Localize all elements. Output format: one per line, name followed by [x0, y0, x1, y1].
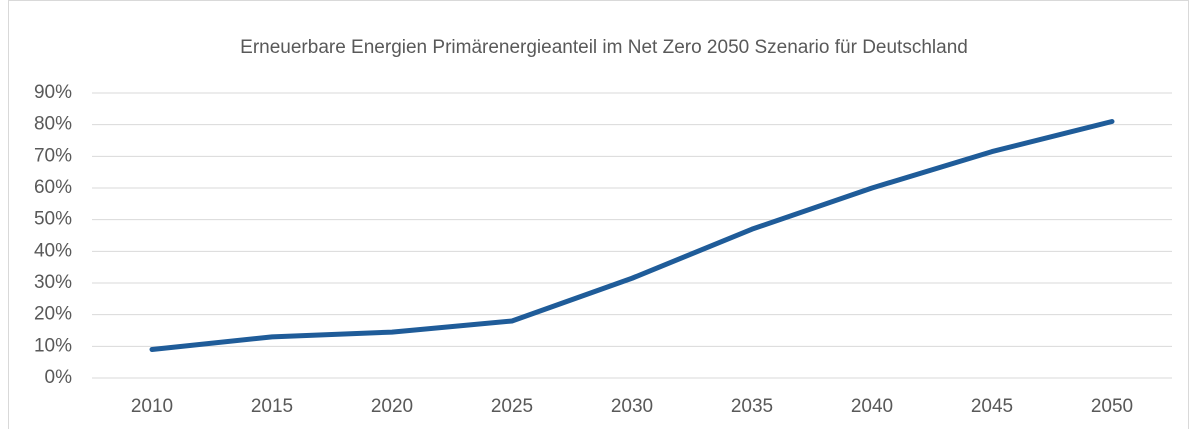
x-tick-label: 2015	[251, 396, 293, 417]
y-tick-label: 60%	[34, 177, 72, 198]
y-tick-label: 10%	[34, 335, 72, 356]
y-tick-label: 40%	[34, 240, 72, 261]
chart-border	[8, 0, 1189, 434]
y-tick-label: 70%	[34, 145, 72, 166]
x-tick-label: 2025	[491, 396, 533, 417]
y-tick-label: 50%	[34, 209, 72, 230]
y-tick-label: 30%	[34, 272, 72, 293]
x-tick-label: 2020	[371, 396, 413, 417]
y-tick-label: 0%	[45, 367, 73, 388]
y-tick-label: 80%	[34, 114, 72, 135]
x-tick-label: 2010	[131, 396, 173, 417]
x-tick-label: 2030	[611, 396, 653, 417]
x-tick-label: 2050	[1091, 396, 1133, 417]
x-tick-label: 2045	[971, 396, 1013, 417]
y-tick-label: 20%	[34, 304, 72, 325]
data-line	[149, 119, 1115, 352]
x-tick-label: 2035	[731, 396, 773, 417]
x-tick-label: 2040	[851, 396, 893, 417]
y-tick-label: 90%	[34, 82, 72, 103]
chart-title: Erneuerbare Energien Primärenergieanteil…	[240, 37, 968, 58]
